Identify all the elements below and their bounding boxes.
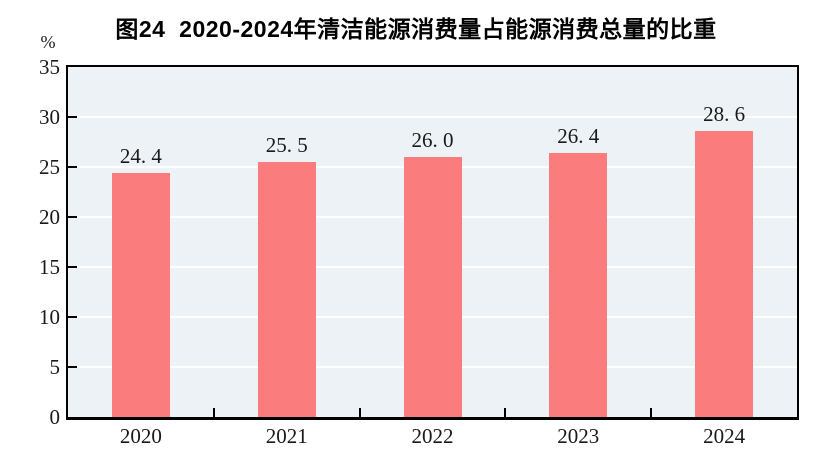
bar-value-label-2020: 24. 4 (119, 144, 162, 168)
x-axis-label-2021: 2021 (265, 424, 308, 448)
bar-value-label-2022: 26. 0 (411, 128, 454, 152)
y-axis-label-10: 10 (39, 305, 60, 329)
bar-2021 (257, 162, 316, 417)
y-axis-label-5: 5 (49, 355, 61, 379)
bar-2022 (403, 157, 462, 417)
y-tick-mark-10 (68, 316, 77, 318)
x-axis-label-2023: 2023 (557, 424, 600, 448)
y-tick-mark-25 (68, 166, 77, 168)
chart-title: 图24 2020-2024年清洁能源消费量占能源消费总量的比重 (115, 16, 717, 42)
y-axis-label-0: 0 (49, 405, 61, 429)
x-axis-label-2022: 2022 (411, 424, 454, 448)
x-tick-mark-2 (358, 408, 361, 417)
bar-2020 (111, 173, 170, 417)
x-tick-mark-3 (504, 408, 507, 417)
x-tick-mark-4 (650, 408, 653, 417)
y-axis-label-35: 35 (39, 55, 60, 79)
bar-value-label-2023: 26. 4 (557, 124, 600, 148)
plot-area: 24. 4 25. 5 26. 0 26. 4 28. 6 (66, 65, 799, 420)
y-axis-label-25: 25 (39, 155, 60, 179)
x-axis-label-2024: 2024 (703, 424, 746, 448)
y-axis-label-20: 20 (39, 205, 60, 229)
y-axis-unit-label: % (40, 32, 56, 52)
gridline-30 (68, 116, 797, 118)
x-tick-mark-1 (212, 408, 215, 417)
bar-value-label-2024: 28. 6 (703, 102, 746, 126)
y-tick-mark-5 (68, 366, 77, 368)
y-axis-label-30: 30 (39, 105, 60, 129)
y-tick-mark-20 (68, 216, 77, 218)
bar-2024 (695, 131, 754, 417)
y-tick-mark-30 (68, 116, 77, 118)
x-axis-label-2020: 2020 (119, 424, 162, 448)
y-tick-mark-15 (68, 266, 77, 268)
y-axis-label-15: 15 (39, 255, 60, 279)
bar-2023 (549, 153, 608, 417)
bar-value-label-2021: 25. 5 (265, 133, 308, 157)
